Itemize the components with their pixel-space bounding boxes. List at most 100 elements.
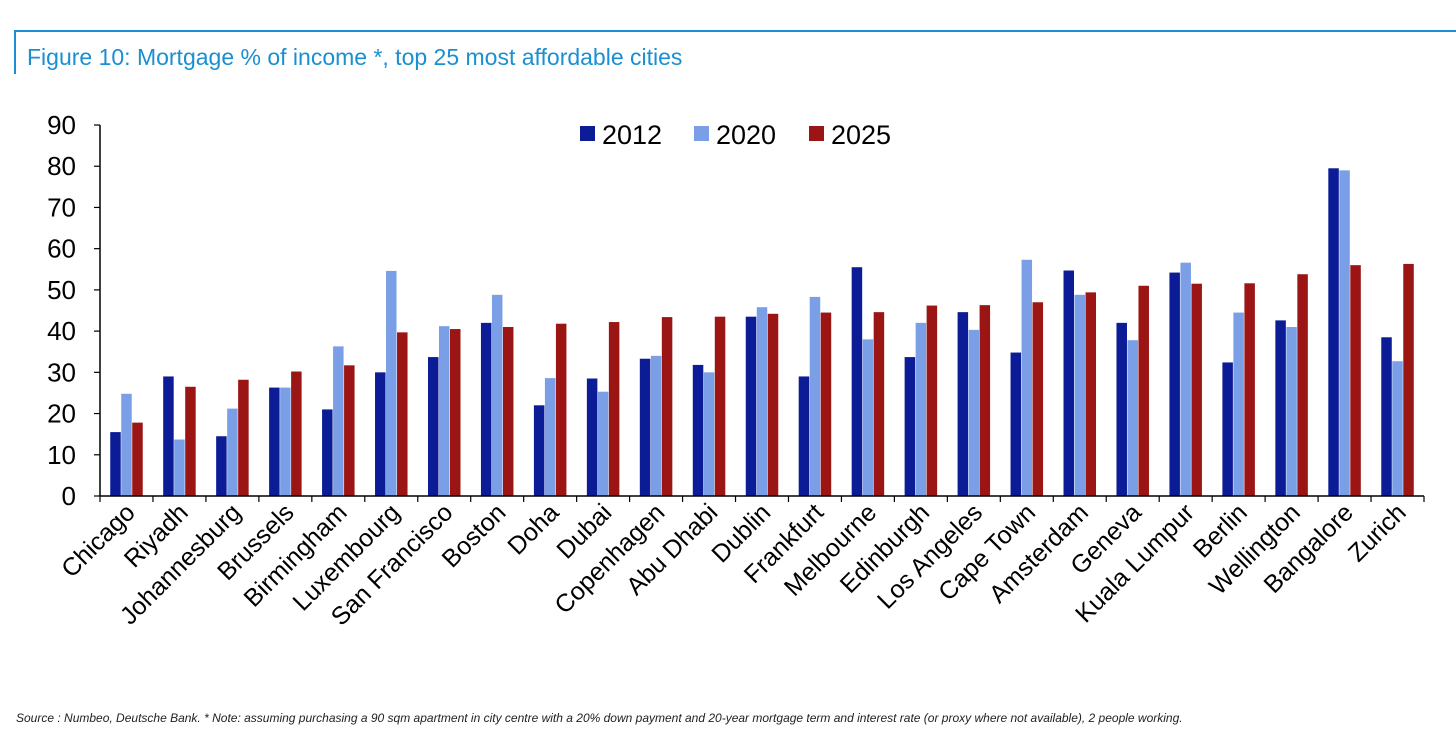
y-tick-label: 40 [47, 316, 76, 346]
bar-2012-brussels [269, 387, 280, 496]
bar-2025-zurich [1403, 263, 1414, 496]
bar-2025-berlin [1244, 283, 1255, 496]
legend-swatch-2025 [809, 126, 824, 141]
bar-2020-brussels [280, 387, 291, 496]
bar-2012-melbourne [851, 267, 863, 496]
bar-2020-los-angeles [968, 329, 980, 496]
bar-2025-amsterdam [1085, 292, 1097, 496]
bar-2012-riyadh [163, 376, 174, 496]
bar-2020-johannesburg [227, 408, 238, 496]
bar-2012-bangalore [1328, 168, 1339, 497]
bar-chart: 0102030405060708090ChicagoRiyadhJohannes… [47, 110, 1425, 631]
bar-2012-amsterdam [1063, 270, 1075, 496]
bar-2012-geneva [1116, 322, 1127, 496]
frame-left-rule [14, 30, 16, 74]
bar-2012-frankfurt [798, 376, 810, 496]
bar-2012-copenhagen [639, 358, 651, 496]
bar-2012-dublin [745, 316, 757, 496]
bar-2020-san-francisco [438, 326, 450, 496]
y-tick-label: 0 [62, 481, 76, 511]
bar-2012-johannesburg [216, 436, 227, 496]
bar-2025-kuala-lumpur [1191, 283, 1202, 496]
bar-2025-bangalore [1350, 265, 1361, 496]
bar-2020-wellington [1286, 326, 1297, 496]
bar-2020-dublin [756, 307, 768, 496]
bar-2020-zurich [1392, 361, 1403, 496]
bar-2020-edinburgh [915, 322, 927, 496]
bar-2012-boston [480, 322, 492, 496]
bar-2025-melbourne [873, 312, 885, 496]
bar-2012-doha [533, 405, 545, 496]
bar-2025-cape-town [1032, 302, 1044, 496]
bar-2012-birmingham [322, 409, 333, 496]
bar-2020-riyadh [174, 439, 185, 496]
bar-2020-melbourne [862, 339, 874, 496]
bar-2012-cape-town [1010, 352, 1022, 496]
bar-2025-luxembourg [397, 332, 408, 496]
bar-2025-frankfurt [820, 312, 832, 496]
bar-2012-abu-dhabi [692, 364, 704, 496]
bar-2025-geneva [1138, 285, 1149, 496]
figure-title: Figure 10: Mortgage % of income *, top 2… [27, 44, 683, 70]
bar-2012-edinburgh [904, 357, 916, 496]
bar-2012-chicago [110, 432, 121, 496]
bar-2020-kuala-lumpur [1180, 262, 1191, 496]
bar-2020-birmingham [333, 346, 344, 496]
bar-2012-luxembourg [375, 372, 386, 496]
bar-2012-los-angeles [957, 312, 969, 496]
bar-2012-zurich [1381, 337, 1392, 496]
y-tick-label: 30 [47, 357, 76, 387]
bar-2025-birmingham [344, 365, 355, 496]
bar-2025-doha [555, 323, 567, 496]
bar-2020-abu-dhabi [703, 372, 715, 496]
bar-2012-dubai [586, 378, 598, 496]
bar-2020-dubai [597, 391, 609, 496]
x-tick-label: Doha [502, 498, 564, 560]
y-tick-label: 70 [47, 192, 76, 222]
bar-2012-berlin [1222, 362, 1233, 496]
bar-2020-frankfurt [809, 296, 821, 496]
bar-2020-amsterdam [1074, 294, 1086, 496]
y-tick-label: 60 [47, 234, 76, 264]
bar-2020-berlin [1233, 312, 1244, 496]
bar-2020-copenhagen [650, 355, 662, 496]
bar-2020-cape-town [1021, 259, 1033, 496]
frame-top-rule [14, 30, 1456, 32]
y-tick-label: 90 [47, 110, 76, 140]
legend: 2012 2020 2025 [580, 120, 891, 150]
bar-2025-wellington [1297, 274, 1308, 496]
bar-2025-johannesburg [238, 379, 249, 496]
bar-2012-san-francisco [427, 357, 439, 496]
y-tick-label: 20 [47, 399, 76, 429]
bar-2020-chicago [121, 393, 132, 496]
bar-2020-geneva [1127, 340, 1138, 496]
y-tick-label: 10 [47, 440, 76, 470]
bar-2025-dubai [608, 322, 620, 496]
bar-2025-abu-dhabi [714, 316, 726, 496]
bar-2025-copenhagen [661, 317, 673, 496]
bar-2025-boston [502, 326, 514, 496]
legend-swatch-2012 [580, 126, 595, 141]
legend-swatch-2020 [694, 126, 709, 141]
legend-label-2020: 2020 [716, 120, 776, 150]
legend-label-2012: 2012 [602, 120, 662, 150]
source-note: Source : Numbeo, Deutsche Bank. * Note: … [16, 711, 1183, 725]
y-tick-label: 80 [47, 151, 76, 181]
bar-2020-luxembourg [386, 270, 397, 496]
bar-2020-doha [544, 378, 556, 496]
x-tick-label: Chicago [56, 498, 141, 583]
legend-label-2025: 2025 [831, 120, 891, 150]
bar-2025-los-angeles [979, 305, 991, 496]
x-tick-label: Zurich [1343, 498, 1412, 567]
bar-2025-edinburgh [926, 305, 938, 496]
bar-2020-bangalore [1339, 170, 1350, 496]
axes-group: 0102030405060708090ChicagoRiyadhJohannes… [47, 110, 1425, 631]
bar-2012-wellington [1275, 320, 1286, 496]
bar-2025-riyadh [185, 386, 196, 496]
bar-2025-brussels [291, 371, 302, 496]
bars-group [110, 168, 1414, 497]
bar-2025-chicago [132, 422, 143, 496]
bar-2012-kuala-lumpur [1169, 272, 1180, 496]
y-tick-label: 50 [47, 275, 76, 305]
bar-2025-san-francisco [449, 329, 461, 496]
